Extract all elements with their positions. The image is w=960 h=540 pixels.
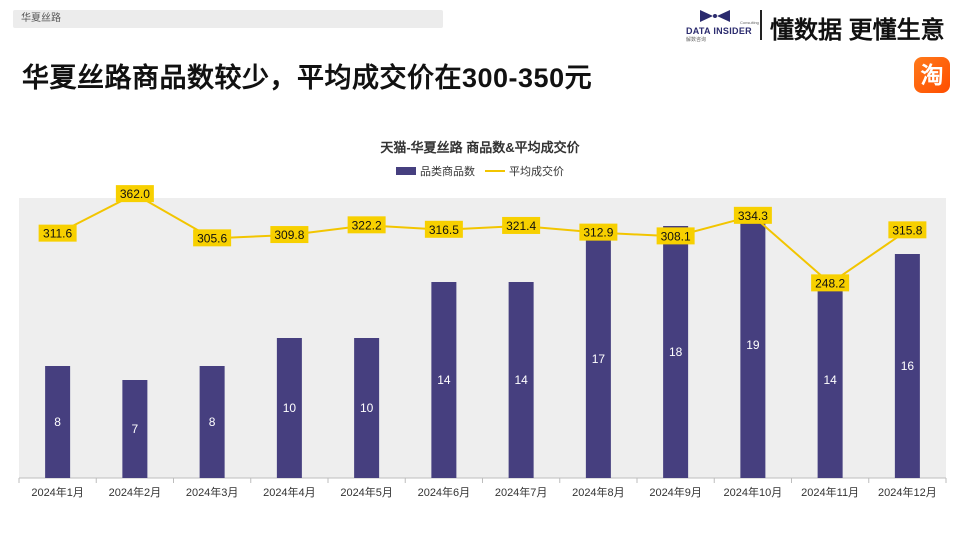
line-value-label-bg <box>811 274 850 292</box>
bar-value-label: 16 <box>901 359 915 373</box>
legend-bar-label: 品类商品数 <box>420 166 475 178</box>
bar-value-label: 18 <box>669 345 683 359</box>
line-value-label-bg <box>347 216 386 234</box>
bar <box>122 380 148 478</box>
line-value-label: 334.3 <box>738 209 768 223</box>
line-value-label-bg <box>579 223 618 241</box>
bar-value-label: 8 <box>209 415 216 429</box>
bar <box>199 366 225 478</box>
bar <box>663 226 689 478</box>
bar <box>740 212 766 478</box>
bar-value-label: 10 <box>283 401 297 415</box>
x-tick-label: 2024年4月 <box>263 485 316 499</box>
line-value-label: 312.9 <box>583 226 613 240</box>
x-tick-label: 2024年11月 <box>801 485 859 499</box>
line-value-label-bg <box>424 220 463 238</box>
bar-value-label: 19 <box>746 338 760 352</box>
x-tick-label: 2024年9月 <box>649 485 702 499</box>
x-tick-label: 2024年1月 <box>31 485 84 499</box>
brand-header: Consulting DATA INSIDER 解数咨询 懂数据 更懂生意 <box>684 6 949 44</box>
x-tick-label: 2024年12月 <box>878 485 937 499</box>
line-value-label-bg <box>270 226 309 244</box>
line-value-label: 305.6 <box>197 231 227 245</box>
bar <box>354 338 380 478</box>
bar-value-label: 14 <box>823 373 837 387</box>
x-tick-label: 2024年6月 <box>418 485 471 499</box>
bar <box>276 338 302 478</box>
line-value-label: 308.1 <box>661 229 691 243</box>
legend-item-bar: 品类商品数 <box>396 163 475 179</box>
bar-value-label: 14 <box>437 373 451 387</box>
bar <box>817 282 843 478</box>
line-value-label-bg <box>733 206 772 224</box>
bar <box>894 254 920 478</box>
line-value-label-bg <box>656 227 695 245</box>
brand-name: DATA INSIDER <box>686 26 752 36</box>
data-insider-logo: Consulting DATA INSIDER 解数咨询 <box>684 6 764 44</box>
line-value-label-bg <box>38 224 77 242</box>
bar <box>431 282 457 478</box>
brand-consulting: Consulting <box>740 20 759 25</box>
line-value-label: 362.0 <box>120 187 150 201</box>
x-tick-label: 2024年7月 <box>495 485 548 499</box>
chart-legend: 品类商品数 平均成交价 <box>0 163 960 179</box>
line-value-label: 248.2 <box>815 276 845 290</box>
legend-line-swatch <box>485 170 505 172</box>
line-value-label: 315.8 <box>892 223 922 237</box>
bar <box>585 240 611 478</box>
line-value-label-bg <box>888 221 927 239</box>
bar-value-label: 17 <box>592 352 606 366</box>
line-value-label: 311.6 <box>43 227 72 241</box>
legend-item-line: 平均成交价 <box>485 163 564 179</box>
bar-value-label: 8 <box>54 415 61 429</box>
x-tick-label: 2024年2月 <box>109 485 162 499</box>
line-value-label-bg <box>115 185 154 203</box>
bar <box>508 282 534 478</box>
bar <box>45 366 71 478</box>
bar-value-label: 14 <box>514 373 528 387</box>
line-value-label: 322.2 <box>352 218 382 232</box>
brand-slogan: 懂数据 更懂生意 <box>770 17 945 44</box>
brand-divider <box>760 10 762 40</box>
bar-value-label: 7 <box>132 422 139 436</box>
legend-line-label: 平均成交价 <box>509 166 564 178</box>
chart-title: 天猫-华夏丝路 商品数&平均成交价 <box>380 140 580 155</box>
section-tag: 华夏丝路 <box>13 10 443 28</box>
line-value-label-bg <box>193 229 232 247</box>
line-value-label: 309.8 <box>274 228 304 242</box>
x-tick-label: 2024年3月 <box>186 485 239 499</box>
line-value-label: 321.4 <box>506 219 536 233</box>
legend-bar-swatch <box>396 167 416 175</box>
bowtie-logo-icon <box>700 10 730 22</box>
plot-area <box>19 198 946 478</box>
page-headline: 华夏丝路商品数较少，平均成交价在300-350元 <box>22 63 593 93</box>
x-tick-label: 2024年5月 <box>340 485 393 499</box>
brand-sub: 解数咨询 <box>686 37 707 43</box>
x-tick-label: 2024年8月 <box>572 485 625 499</box>
line-value-label-bg <box>502 216 541 234</box>
x-tick-label: 2024年10月 <box>724 485 783 499</box>
bar-value-label: 10 <box>360 401 374 415</box>
line-value-label: 316.5 <box>429 223 459 237</box>
taobao-icon: 淘 <box>914 57 950 93</box>
